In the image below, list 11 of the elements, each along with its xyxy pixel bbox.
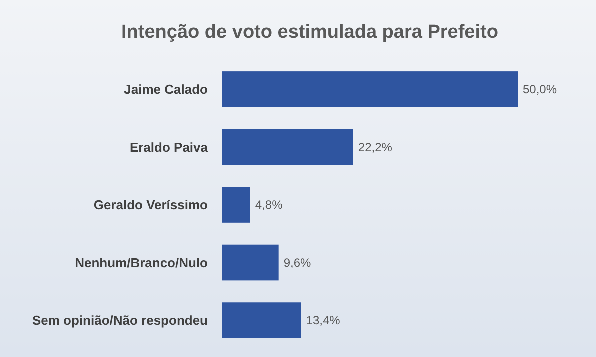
y-tick-label: Geraldo Veríssimo: [94, 198, 208, 213]
y-tick-label: Nenhum/Branco/Nulo: [75, 255, 208, 270]
chart-title: Intenção de voto estimulada para Prefeito: [122, 22, 498, 43]
data-label: 9,6%: [284, 256, 312, 270]
data-label: 50,0%: [523, 82, 558, 97]
y-tick-label: Jaime Calado: [124, 82, 208, 98]
y-tick-label: Eraldo Paiva: [130, 140, 209, 155]
data-label: 4,8%: [255, 198, 284, 212]
data-label: 22,2%: [358, 140, 393, 154]
data-label: 13,4%: [306, 314, 341, 328]
y-tick-label: Sem opinião/Não respondeu: [32, 313, 208, 328]
